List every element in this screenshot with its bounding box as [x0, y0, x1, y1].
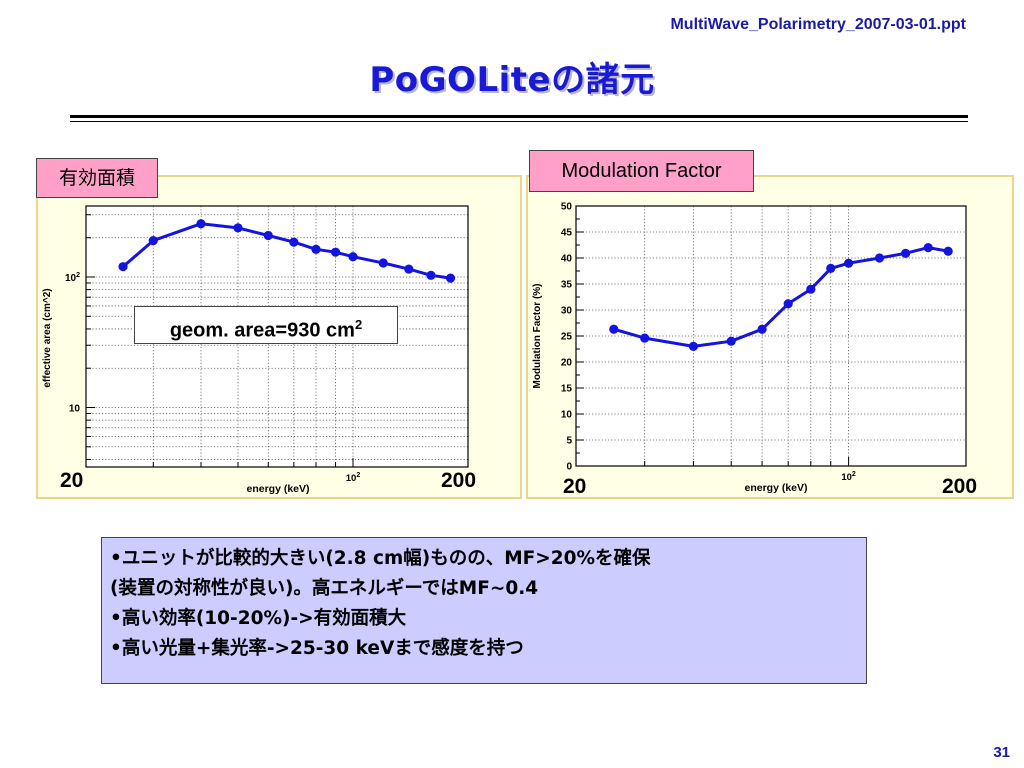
data-point [923, 243, 933, 253]
title-rule-thin [70, 121, 968, 122]
data-point [196, 219, 206, 229]
data-point [330, 247, 341, 257]
title-rule-thick [70, 115, 968, 118]
x-axis-label: energy (keV) [744, 482, 807, 494]
left-chart-edge-min: 20 [60, 469, 84, 492]
y-tick-label: 5 [566, 436, 572, 447]
x-axis-label: energy (keV) [246, 483, 309, 495]
data-point [943, 246, 953, 256]
data-point [289, 237, 299, 247]
geom-area-unit-exponent: 2 [354, 317, 363, 332]
modulation-factor-chart: 0 5 10 15 20 25 30 35 40 45 50 102 energy (keV) Modul… [532, 202, 967, 494]
y-axis-label: effective area (cm^2) [42, 288, 53, 387]
plot-frame [575, 205, 967, 467]
y-tick-label: 102 [65, 272, 80, 284]
y-tick-label: 45 [561, 228, 573, 239]
y-tick-label: 35 [561, 280, 573, 291]
data-point [806, 284, 816, 294]
y-tick-label-exponent: 2 [76, 272, 80, 279]
y-tick-label: 40 [561, 254, 573, 265]
note-line-2: (装置の対称性が良い)。高エネルギーではMF~0.4 [110, 578, 539, 599]
left-chart-edge-max: 200 [441, 469, 477, 492]
data-point [843, 258, 854, 268]
right-chart-edge-max: 200 [942, 475, 978, 498]
y-tick-label: 10 [561, 410, 573, 421]
data-point [263, 230, 273, 241]
data-point [757, 324, 767, 334]
data-point [900, 248, 911, 258]
y-tick-label: 50 [561, 202, 573, 213]
notes-box: •ユニットが比較的大きい(2.8 cm幅)ものの、MF>20%を確保 (装置の対… [101, 537, 867, 684]
y-tick-label: 20 [561, 358, 573, 369]
data-point [426, 270, 436, 280]
y-tick-label: 30 [561, 306, 573, 317]
effective-area-chart: 102 10 102 energy (keV) effective area (cm^2… [42, 205, 469, 495]
plot-frame [85, 205, 469, 468]
data-point [233, 223, 243, 233]
data-point [378, 258, 388, 268]
y-tick-label: 15 [561, 384, 573, 395]
data-point [609, 324, 619, 334]
y-tick-label: 25 [561, 332, 573, 343]
data-point [688, 341, 699, 351]
y-axis-label: Modulation Factor (%) [532, 284, 543, 389]
data-point [783, 299, 793, 309]
y-tick-label: 10 [69, 404, 81, 415]
file-name: MultiWave_Polarimetry_2007-03-01.ppt [670, 16, 966, 33]
geom-area-box: geom. area=930 cm2 [134, 306, 398, 344]
data-point [404, 264, 414, 274]
geom-area-text: geom. area=930 cm [169, 319, 355, 342]
modulation-factor-tag: Modulation Factor [529, 150, 754, 192]
x-tick-label-exponent: 2 [356, 472, 360, 479]
page-number: 31 [993, 744, 1010, 761]
data-point [874, 253, 885, 263]
data-point [640, 333, 650, 343]
data-point [118, 262, 128, 272]
x-tick-label-exponent: 2 [852, 471, 856, 478]
note-line-4: •高い光量+集光率->25-30 keVまで感度を持つ [110, 638, 524, 659]
note-line-3: •高い効率(10-20%)->有効面積大 [110, 608, 407, 629]
x-tick-label: 102 [346, 472, 361, 484]
data-point [148, 236, 158, 246]
data-point [348, 252, 358, 262]
slide-title: PoGOLiteの諸元 [369, 60, 655, 100]
data-point [726, 336, 736, 346]
right-chart-edge-min: 20 [563, 475, 587, 498]
y-tick-label: 0 [566, 462, 572, 473]
data-point [311, 244, 321, 254]
note-line-1: •ユニットが比較的大きい(2.8 cm幅)ものの、MF>20%を確保 [110, 548, 651, 569]
effective-area-tag: 有効面積 [36, 158, 158, 198]
data-point [826, 263, 836, 273]
x-tick-label: 102 [841, 471, 856, 483]
data-point [445, 273, 456, 283]
